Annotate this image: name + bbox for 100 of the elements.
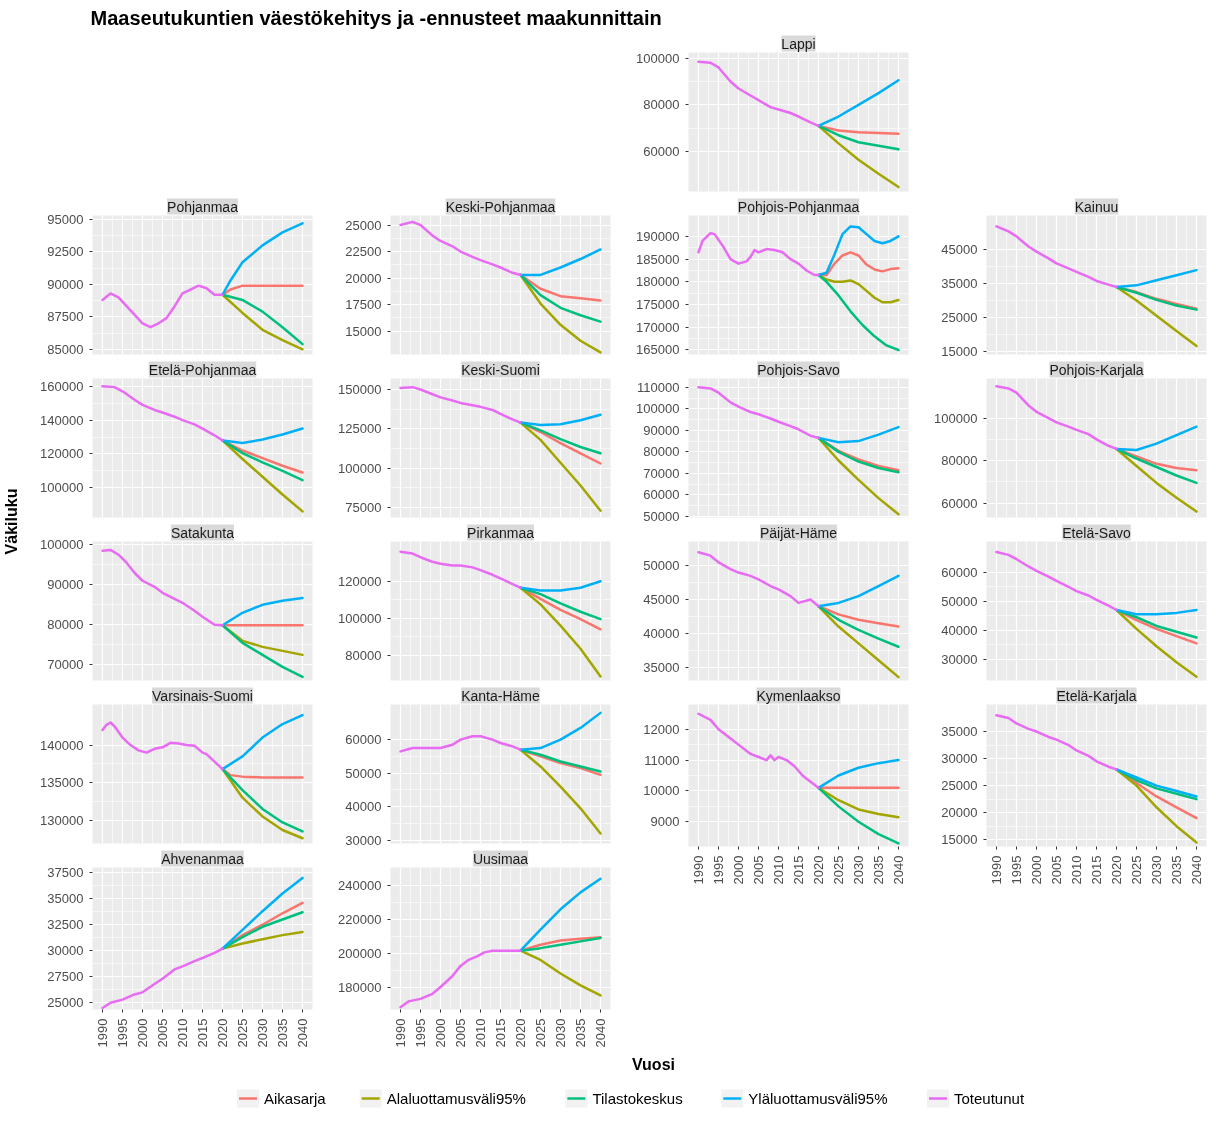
y-axis-title: Väkiluku [3, 488, 20, 555]
y-tick-label: 185000 [636, 251, 680, 267]
y-tick-label: 100000 [40, 537, 84, 553]
y-tick-label: 30000 [345, 832, 382, 848]
line-series [519, 949, 602, 997]
x-tick-label: 2010 [473, 1018, 488, 1048]
x-tick-label: 1990 [691, 855, 706, 885]
x-tick-label: 2020 [215, 1018, 230, 1048]
chart-title: Kanta-Häme [461, 687, 541, 704]
y-tick-label: 25000 [941, 778, 978, 794]
line-series [519, 586, 602, 621]
line-series [1115, 447, 1198, 513]
y-tick-label: 80000 [345, 647, 382, 663]
x-tick-label: 2005 [1049, 855, 1064, 885]
chart-title: Etelä-Karjala [1056, 687, 1137, 704]
y-tick-label: 32500 [47, 917, 84, 933]
y-tick-label: 100000 [636, 401, 680, 417]
chart-title: Pohjois-Pohjanmaa [737, 198, 860, 215]
y-tick-label: 20000 [941, 805, 978, 821]
y-tick-label: 80000 [643, 97, 680, 113]
chart-title: Varsinais-Suomi [152, 687, 253, 704]
y-tick-label: 150000 [338, 382, 382, 398]
chart-title: Päijät-Häme [759, 524, 838, 541]
line-series [1115, 285, 1198, 348]
y-tick-label: 87500 [47, 309, 84, 325]
y-tick-label: 100000 [338, 610, 382, 626]
y-tick-label: 50000 [643, 508, 680, 524]
y-tick-label: 22500 [345, 244, 382, 260]
y-tick-label: 35000 [941, 724, 978, 740]
y-tick-label: 25000 [47, 995, 84, 1011]
y-tick-label: 45000 [643, 592, 680, 608]
y-tick-label: 160000 [40, 378, 84, 394]
x-tick-label: 2025 [831, 855, 846, 885]
x-tick-label: 2030 [1149, 855, 1164, 885]
y-tick-label: 50000 [345, 765, 382, 781]
line-series [1115, 268, 1198, 289]
line-series [221, 439, 304, 482]
line-series [399, 949, 522, 1009]
y-tick-label: 25000 [941, 309, 978, 325]
y-tick-label: 100000 [338, 460, 382, 476]
line-series [221, 713, 304, 771]
chart-title: Lappi [781, 35, 816, 52]
y-tick-label: 180000 [338, 979, 382, 995]
y-tick-label: 50000 [941, 593, 978, 609]
y-tick-label: 50000 [643, 558, 680, 574]
y-tick-label: 45000 [941, 242, 978, 258]
legend-label: Toteutunut [954, 1090, 1025, 1107]
legend-label: Alaluottamusväli95% [386, 1090, 526, 1107]
y-tick-label: 10000 [643, 783, 680, 799]
legend-label: Yläluottamusväli95% [748, 1090, 888, 1107]
y-tick-label: 90000 [643, 422, 680, 438]
y-tick-label: 100000 [934, 410, 978, 426]
chart-title: Satakunta [170, 524, 235, 541]
line-series [817, 605, 900, 679]
y-tick-label: 20000 [345, 270, 382, 286]
x-tick-label: 2020 [811, 855, 826, 885]
x-tick-label: 2005 [453, 1018, 468, 1048]
line-series [221, 222, 304, 296]
x-tick-label: 2035 [275, 1018, 290, 1048]
y-tick-label: 70000 [643, 465, 680, 481]
line-series [399, 385, 522, 424]
x-tick-label: 2035 [871, 855, 886, 885]
y-tick-label: 120000 [338, 573, 382, 589]
y-tick-label: 135000 [40, 775, 84, 791]
x-tick-label: 2000 [731, 855, 746, 885]
x-tick-label: 2000 [135, 1018, 150, 1048]
line-series [1115, 768, 1198, 844]
x-tick-label: 2020 [513, 1018, 528, 1048]
chart-title: Kymenlaakso [756, 687, 841, 704]
x-tick-label: 2015 [791, 855, 806, 885]
line-series [399, 735, 522, 753]
x-tick-label: 2010 [771, 855, 786, 885]
y-tick-label: 110000 [637, 379, 680, 395]
x-tick-label: 2000 [1029, 855, 1044, 885]
chart-title: Pohjois-Karjala [1049, 361, 1144, 378]
line-series [519, 421, 602, 512]
y-tick-label: 100000 [40, 480, 84, 496]
line-series [101, 548, 224, 627]
y-tick-label: 70000 [47, 657, 84, 673]
line-series [221, 623, 304, 679]
line-series [101, 284, 224, 329]
y-tick-label: 240000 [338, 878, 382, 894]
x-tick-label: 2035 [573, 1018, 588, 1048]
x-tick-label: 2015 [195, 1018, 210, 1048]
line-series [519, 586, 602, 678]
line-series [995, 225, 1118, 289]
y-tick-label: 95000 [47, 211, 84, 227]
line-series [519, 248, 602, 277]
x-tick-label: 2005 [155, 1018, 170, 1048]
x-tick-label: 2025 [1129, 855, 1144, 885]
chart-title: Ahvenanmaa [161, 850, 244, 867]
x-tick-label: 2015 [1089, 855, 1104, 885]
line-series [817, 79, 900, 128]
line-series [817, 605, 900, 649]
legend-label: Tilastokeskus [592, 1090, 683, 1107]
y-tick-label: 40000 [941, 622, 978, 638]
y-tick-label: 165000 [636, 342, 680, 358]
chart-title: Etelä-Savo [1062, 524, 1131, 541]
y-tick-label: 60000 [941, 564, 978, 580]
line-series [697, 386, 820, 440]
